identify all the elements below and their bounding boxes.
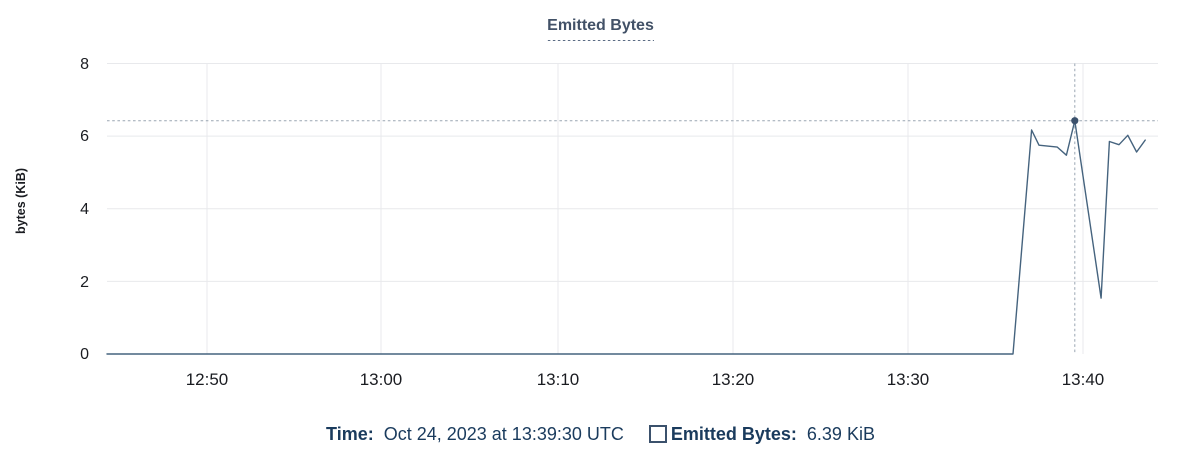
svg-text:8: 8 [80, 56, 89, 73]
svg-text:2: 2 [80, 274, 89, 291]
svg-text:12:50: 12:50 [186, 370, 229, 389]
svg-text:4: 4 [80, 201, 89, 218]
svg-text:0: 0 [80, 346, 89, 363]
svg-text:13:40: 13:40 [1062, 370, 1105, 389]
svg-text:13:10: 13:10 [537, 370, 580, 389]
svg-text:13:30: 13:30 [887, 370, 930, 389]
svg-text:6: 6 [80, 128, 89, 145]
svg-text:13:00: 13:00 [360, 370, 403, 389]
svg-text:13:20: 13:20 [712, 370, 755, 389]
